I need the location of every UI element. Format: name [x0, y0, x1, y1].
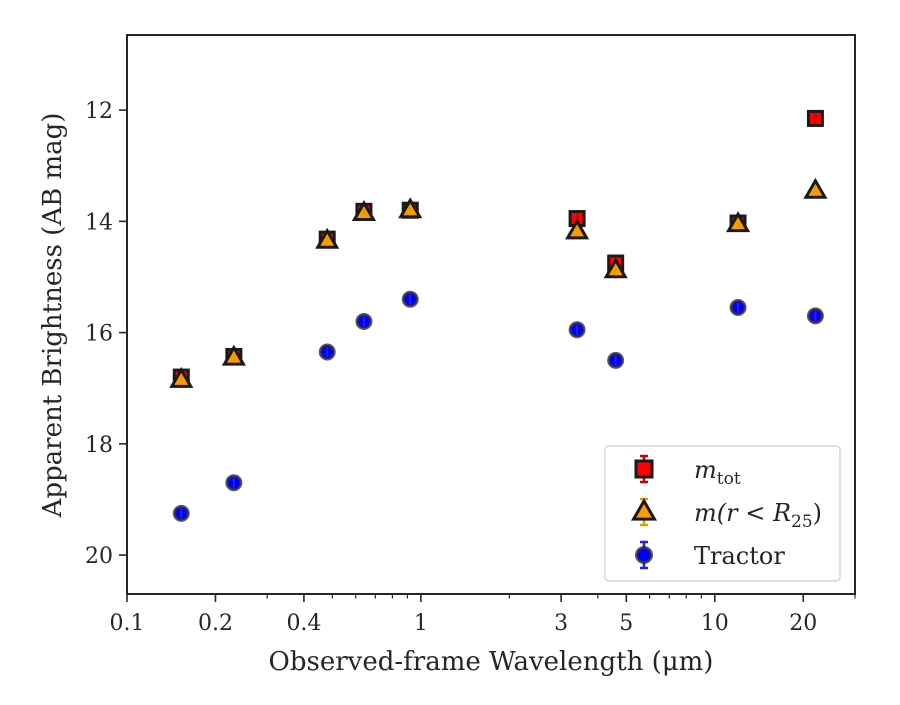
legend-marker: [634, 459, 654, 479]
data-point: [225, 474, 243, 492]
legend-label-tail: ): [813, 499, 822, 527]
y-tick-label: 16: [85, 322, 113, 347]
legend-item: m(r < R25): [630, 497, 822, 532]
legend-label-subscript: 25: [791, 512, 813, 532]
x-tick-label: 10: [701, 611, 729, 636]
legend-marker: [630, 497, 658, 521]
data-point: [315, 227, 340, 249]
data-point: [355, 312, 373, 330]
data-point: [803, 177, 828, 199]
legend: mtot m(r < R25) Tractor: [604, 445, 841, 582]
data-point: [725, 211, 751, 233]
legend-label: m(r < R25): [694, 499, 822, 532]
x-tick-label: 20: [789, 611, 817, 636]
x-tick-label: 0.1: [110, 611, 145, 636]
legend-box: [604, 445, 841, 582]
data-point: [729, 299, 747, 317]
y-tick-label: 18: [85, 433, 113, 458]
data-point: [172, 504, 190, 522]
legend-label-text: Tractor: [694, 542, 785, 570]
data-point: [318, 343, 336, 361]
x-axis-title: Observed-frame Wavelength (μm): [269, 647, 714, 677]
data-point: [564, 218, 590, 240]
data-point: [221, 344, 246, 366]
data-series: [169, 109, 828, 522]
legend-label-text: m(r < R: [694, 499, 791, 527]
x-tick-label: 0.2: [198, 611, 233, 636]
data-point: [398, 197, 423, 219]
x-tick-label: 1: [414, 611, 428, 636]
y-tick-label: 12: [85, 99, 113, 124]
axis-ticks: 0.1 0.2 0.4 1 3 5 10 20 12 14 16 18 20: [85, 99, 856, 636]
data-point: [603, 257, 628, 279]
y-tick-label: 14: [85, 210, 113, 235]
data-point: [351, 199, 377, 221]
legend-label: Tractor: [694, 542, 785, 570]
legend-label-text: m: [694, 456, 717, 484]
plot-area-frame: [126, 34, 856, 595]
series-m-r-r25-: [169, 177, 828, 388]
series-tractor: [172, 290, 824, 522]
legend-marker: [635, 546, 653, 564]
legend-label-subscript: tot: [717, 469, 741, 489]
x-tick-label: 0.4: [286, 611, 321, 636]
legend-label: mtot: [694, 456, 741, 489]
x-tick-label: 3: [554, 611, 568, 636]
data-point: [806, 109, 824, 127]
data-point: [169, 366, 194, 388]
data-point: [401, 290, 419, 308]
legend-item: Tractor: [635, 540, 785, 570]
y-tick-label: 20: [85, 544, 113, 569]
data-point: [568, 321, 586, 339]
data-point: [806, 307, 824, 325]
legend-item: mtot: [634, 454, 741, 489]
y-axis-title: Apparent Brightness (AB mag): [38, 113, 68, 519]
x-tick-label: 5: [619, 611, 633, 636]
data-point: [607, 351, 625, 369]
x-axis-title-main: Observed-frame Wavelength (μm): [269, 647, 714, 677]
